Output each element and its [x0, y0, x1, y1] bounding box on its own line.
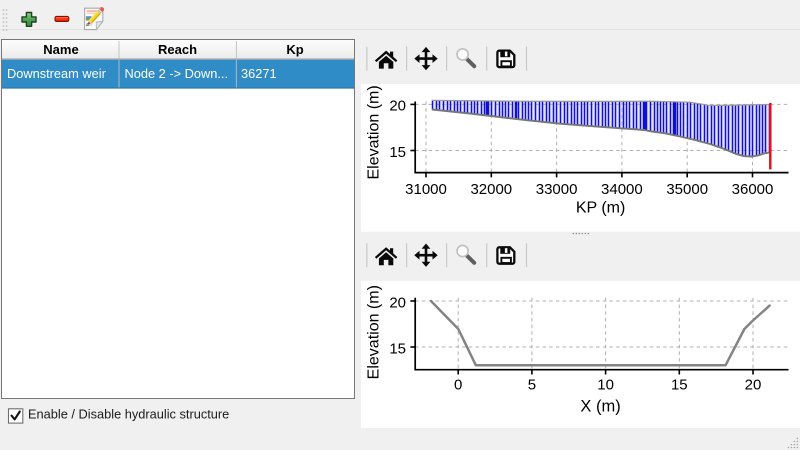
svg-text:15: 15 [389, 144, 406, 161]
svg-text:20: 20 [389, 294, 406, 311]
svg-text:0: 0 [454, 377, 462, 394]
svg-text:Kp: Kp [286, 42, 303, 57]
svg-text:10: 10 [597, 377, 614, 394]
svg-text:Downstream weir: Downstream weir [7, 66, 107, 81]
svg-text:X (m): X (m) [580, 397, 620, 415]
svg-text:KP (m): KP (m) [576, 199, 625, 216]
svg-text:5: 5 [528, 377, 536, 394]
svg-text:Node 2 -> Down...: Node 2 -> Down... [125, 66, 229, 81]
svg-text:35000: 35000 [666, 181, 708, 198]
svg-text:Enable / Disable hydraulic str: Enable / Disable hydraulic structure [28, 407, 229, 422]
svg-text:Reach: Reach [158, 42, 197, 57]
svg-text:Elevation (m): Elevation (m) [366, 285, 383, 379]
svg-text:15: 15 [389, 340, 406, 357]
svg-text:Name: Name [43, 42, 78, 57]
svg-text:32000: 32000 [470, 181, 512, 198]
svg-text:36000: 36000 [732, 181, 774, 198]
svg-text:31000: 31000 [405, 181, 447, 198]
svg-text:20: 20 [745, 377, 762, 394]
svg-text:34000: 34000 [601, 181, 643, 198]
svg-text:15: 15 [671, 377, 688, 394]
svg-text:20: 20 [389, 98, 406, 115]
svg-text:33000: 33000 [536, 181, 578, 198]
svg-text:36271: 36271 [241, 66, 277, 81]
svg-text:Elevation (m): Elevation (m) [366, 85, 383, 179]
